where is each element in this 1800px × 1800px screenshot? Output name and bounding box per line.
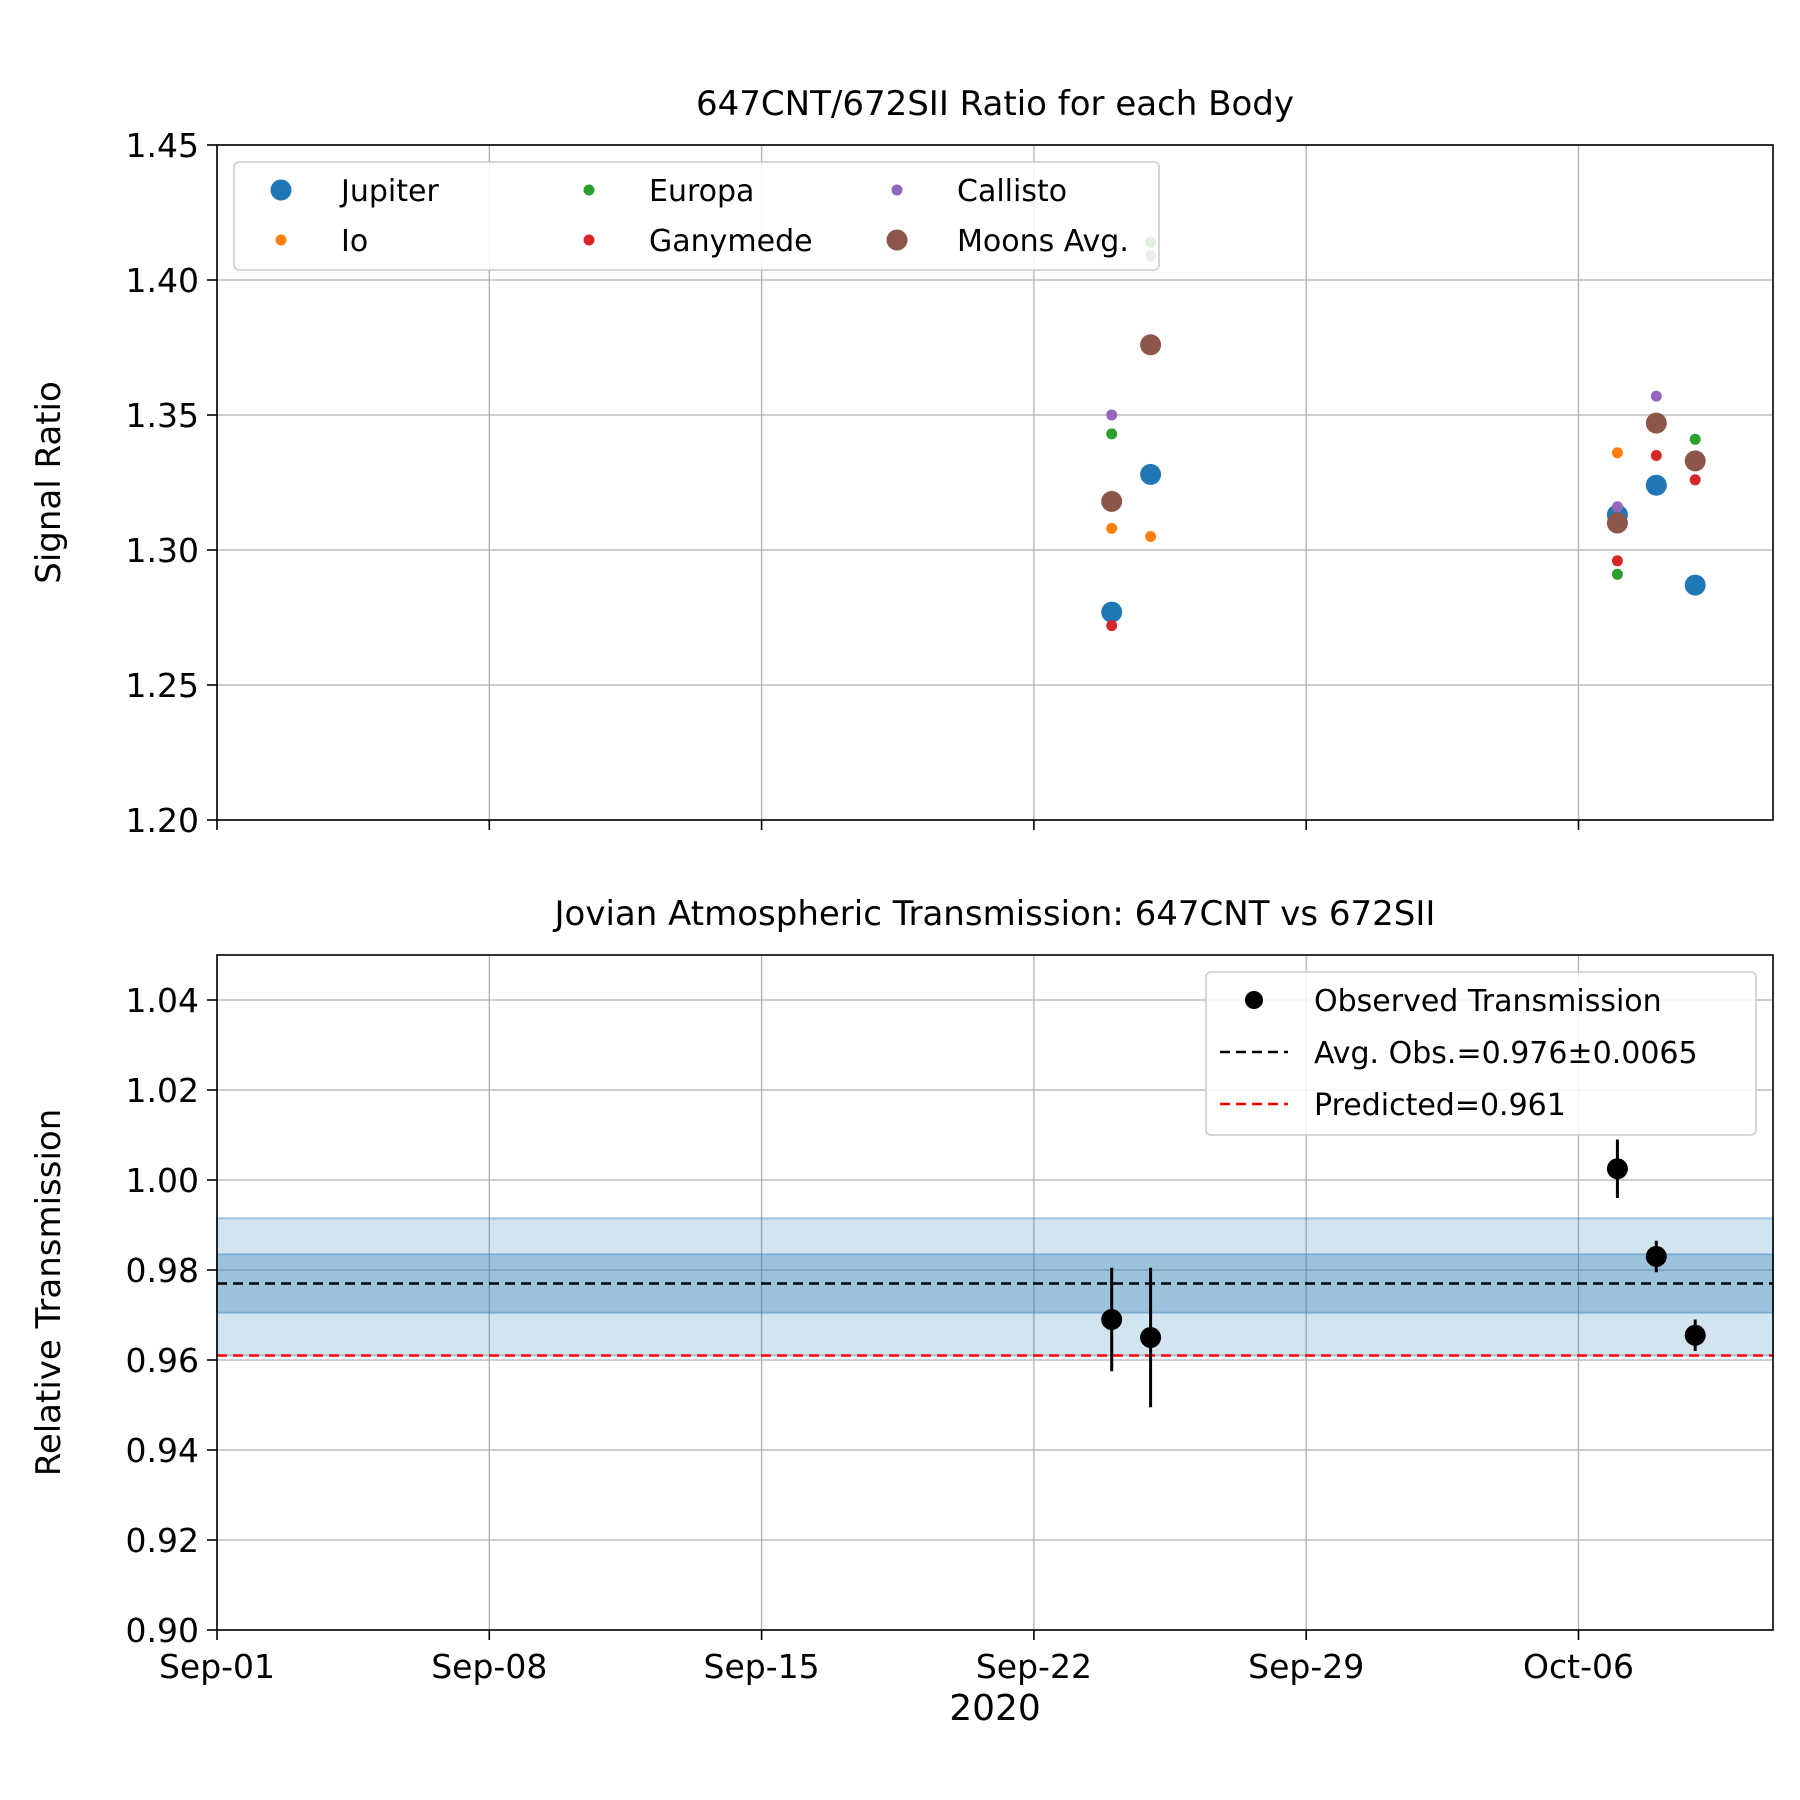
- chart-title: 647CNT/672SII Ratio for each Body: [696, 84, 1294, 124]
- legend: Jupiter Io Europa Ganymede Callisto Moons Avg…: [233, 161, 1160, 271]
- data-point: [1684, 574, 1706, 596]
- data-point: [1650, 450, 1662, 461]
- plot-frame: [216, 954, 1774, 1631]
- y-tick-label: 1.04: [126, 981, 199, 1020]
- data-points: [1101, 1139, 1706, 1408]
- legend-label: Callisto: [957, 174, 1067, 209]
- y-tick-label: 1.02: [126, 1071, 199, 1110]
- data-point: [1611, 568, 1623, 580]
- y-tick-label: 0.96: [126, 1341, 199, 1380]
- y-tick-label: 0.90: [126, 1611, 199, 1650]
- y-tick-label: 0.98: [126, 1251, 199, 1290]
- y-axis-label: Relative Transmission: [29, 1109, 69, 1477]
- x-tick-label: Sep-15: [704, 1647, 820, 1686]
- legend-frame: [233, 161, 1160, 271]
- chart-title: Jovian Atmospheric Transmission: 647CNT …: [553, 894, 1436, 934]
- y-tick-label: 1.45: [126, 126, 199, 165]
- data-point: [1645, 1246, 1667, 1267]
- y-tick-label: 1.20: [126, 801, 199, 840]
- data-point: [1645, 474, 1667, 496]
- data-point: [1106, 522, 1118, 534]
- x-tick-label: Sep-01: [159, 1647, 275, 1686]
- legend-marker: [275, 234, 287, 246]
- x-tick-label: Sep-22: [976, 1647, 1092, 1686]
- data-point: [1684, 450, 1706, 472]
- data-point: [1650, 390, 1662, 402]
- data-point: [1606, 1158, 1628, 1180]
- data-point: [1101, 490, 1123, 512]
- data-point: [1140, 334, 1162, 356]
- transmission-chart: Sep-01 Sep-08 Sep-15 Sep-22 Sep-29 Oct-06 0.90…: [29, 894, 1774, 1686]
- legend-label: Observed Transmission: [1314, 984, 1662, 1019]
- data-points: [1101, 236, 1706, 632]
- data-point: [1611, 555, 1623, 567]
- data-point: [1684, 1324, 1706, 1346]
- data-point: [1689, 433, 1701, 445]
- legend-label: Europa: [649, 174, 754, 209]
- legend-label: Moons Avg.: [957, 224, 1129, 259]
- legend-label: Io: [341, 224, 368, 259]
- ticks: Sep-01 Sep-08 Sep-15 Sep-22 Sep-29 Oct-06 0.90…: [126, 981, 1634, 1686]
- y-tick-label: 0.94: [126, 1431, 199, 1470]
- x-tick-label: Oct-06: [1523, 1647, 1634, 1686]
- x-axis-label: 2020: [949, 1688, 1041, 1729]
- data-point: [1606, 512, 1628, 534]
- legend-label: Avg. Obs.=0.976±0.0065: [1314, 1036, 1698, 1071]
- legend-marker: [270, 179, 292, 201]
- data-point: [1689, 474, 1701, 486]
- legend-label: Predicted=0.961: [1314, 1088, 1566, 1123]
- data-point: [1106, 620, 1118, 632]
- y-tick-label: 1.00: [126, 1161, 199, 1200]
- legend-marker: [891, 184, 903, 196]
- data-point: [1611, 447, 1623, 459]
- bands: [216, 1217, 1774, 1357]
- legend-marker: [1245, 991, 1263, 1009]
- data-point: [1101, 1309, 1123, 1330]
- x-tick-label: Sep-08: [431, 1647, 547, 1686]
- legend-marker: [886, 229, 908, 251]
- legend: Observed Transmission Avg. Obs.=0.976±0.0…: [1205, 971, 1757, 1136]
- plot-frame: [216, 144, 1774, 821]
- y-tick-label: 1.40: [126, 261, 199, 300]
- data-point: [1101, 601, 1123, 623]
- legend-label: Ganymede: [649, 224, 813, 259]
- legend-marker: [583, 234, 595, 246]
- legend-marker: [583, 184, 595, 196]
- y-tick-label: 1.25: [126, 666, 199, 705]
- y-tick-label: 0.92: [126, 1521, 199, 1560]
- y-tick-label: 1.30: [126, 531, 199, 570]
- signal-ratio-chart: 1.20 1.25 1.30 1.35 1.40 1.45 647CNT/672SII R…: [29, 84, 1774, 840]
- data-point: [1106, 409, 1118, 421]
- y-tick-label: 1.35: [126, 396, 199, 435]
- x-tick-label: Sep-29: [1248, 1647, 1364, 1686]
- reference-lines: [217, 1282, 1773, 1357]
- data-point: [1645, 412, 1667, 434]
- data-point: [1611, 501, 1623, 513]
- data-point: [1106, 428, 1118, 440]
- uncertainty-band: [216, 1217, 1774, 1357]
- data-point: [1145, 531, 1157, 542]
- legend-label: Jupiter: [339, 174, 439, 209]
- ticks: 1.20 1.25 1.30 1.35 1.40 1.45: [126, 126, 1580, 840]
- y-axis-label: Signal Ratio: [29, 381, 69, 584]
- data-point: [1140, 463, 1162, 485]
- legend-frame: [1205, 971, 1757, 1136]
- data-point: [1140, 1327, 1162, 1348]
